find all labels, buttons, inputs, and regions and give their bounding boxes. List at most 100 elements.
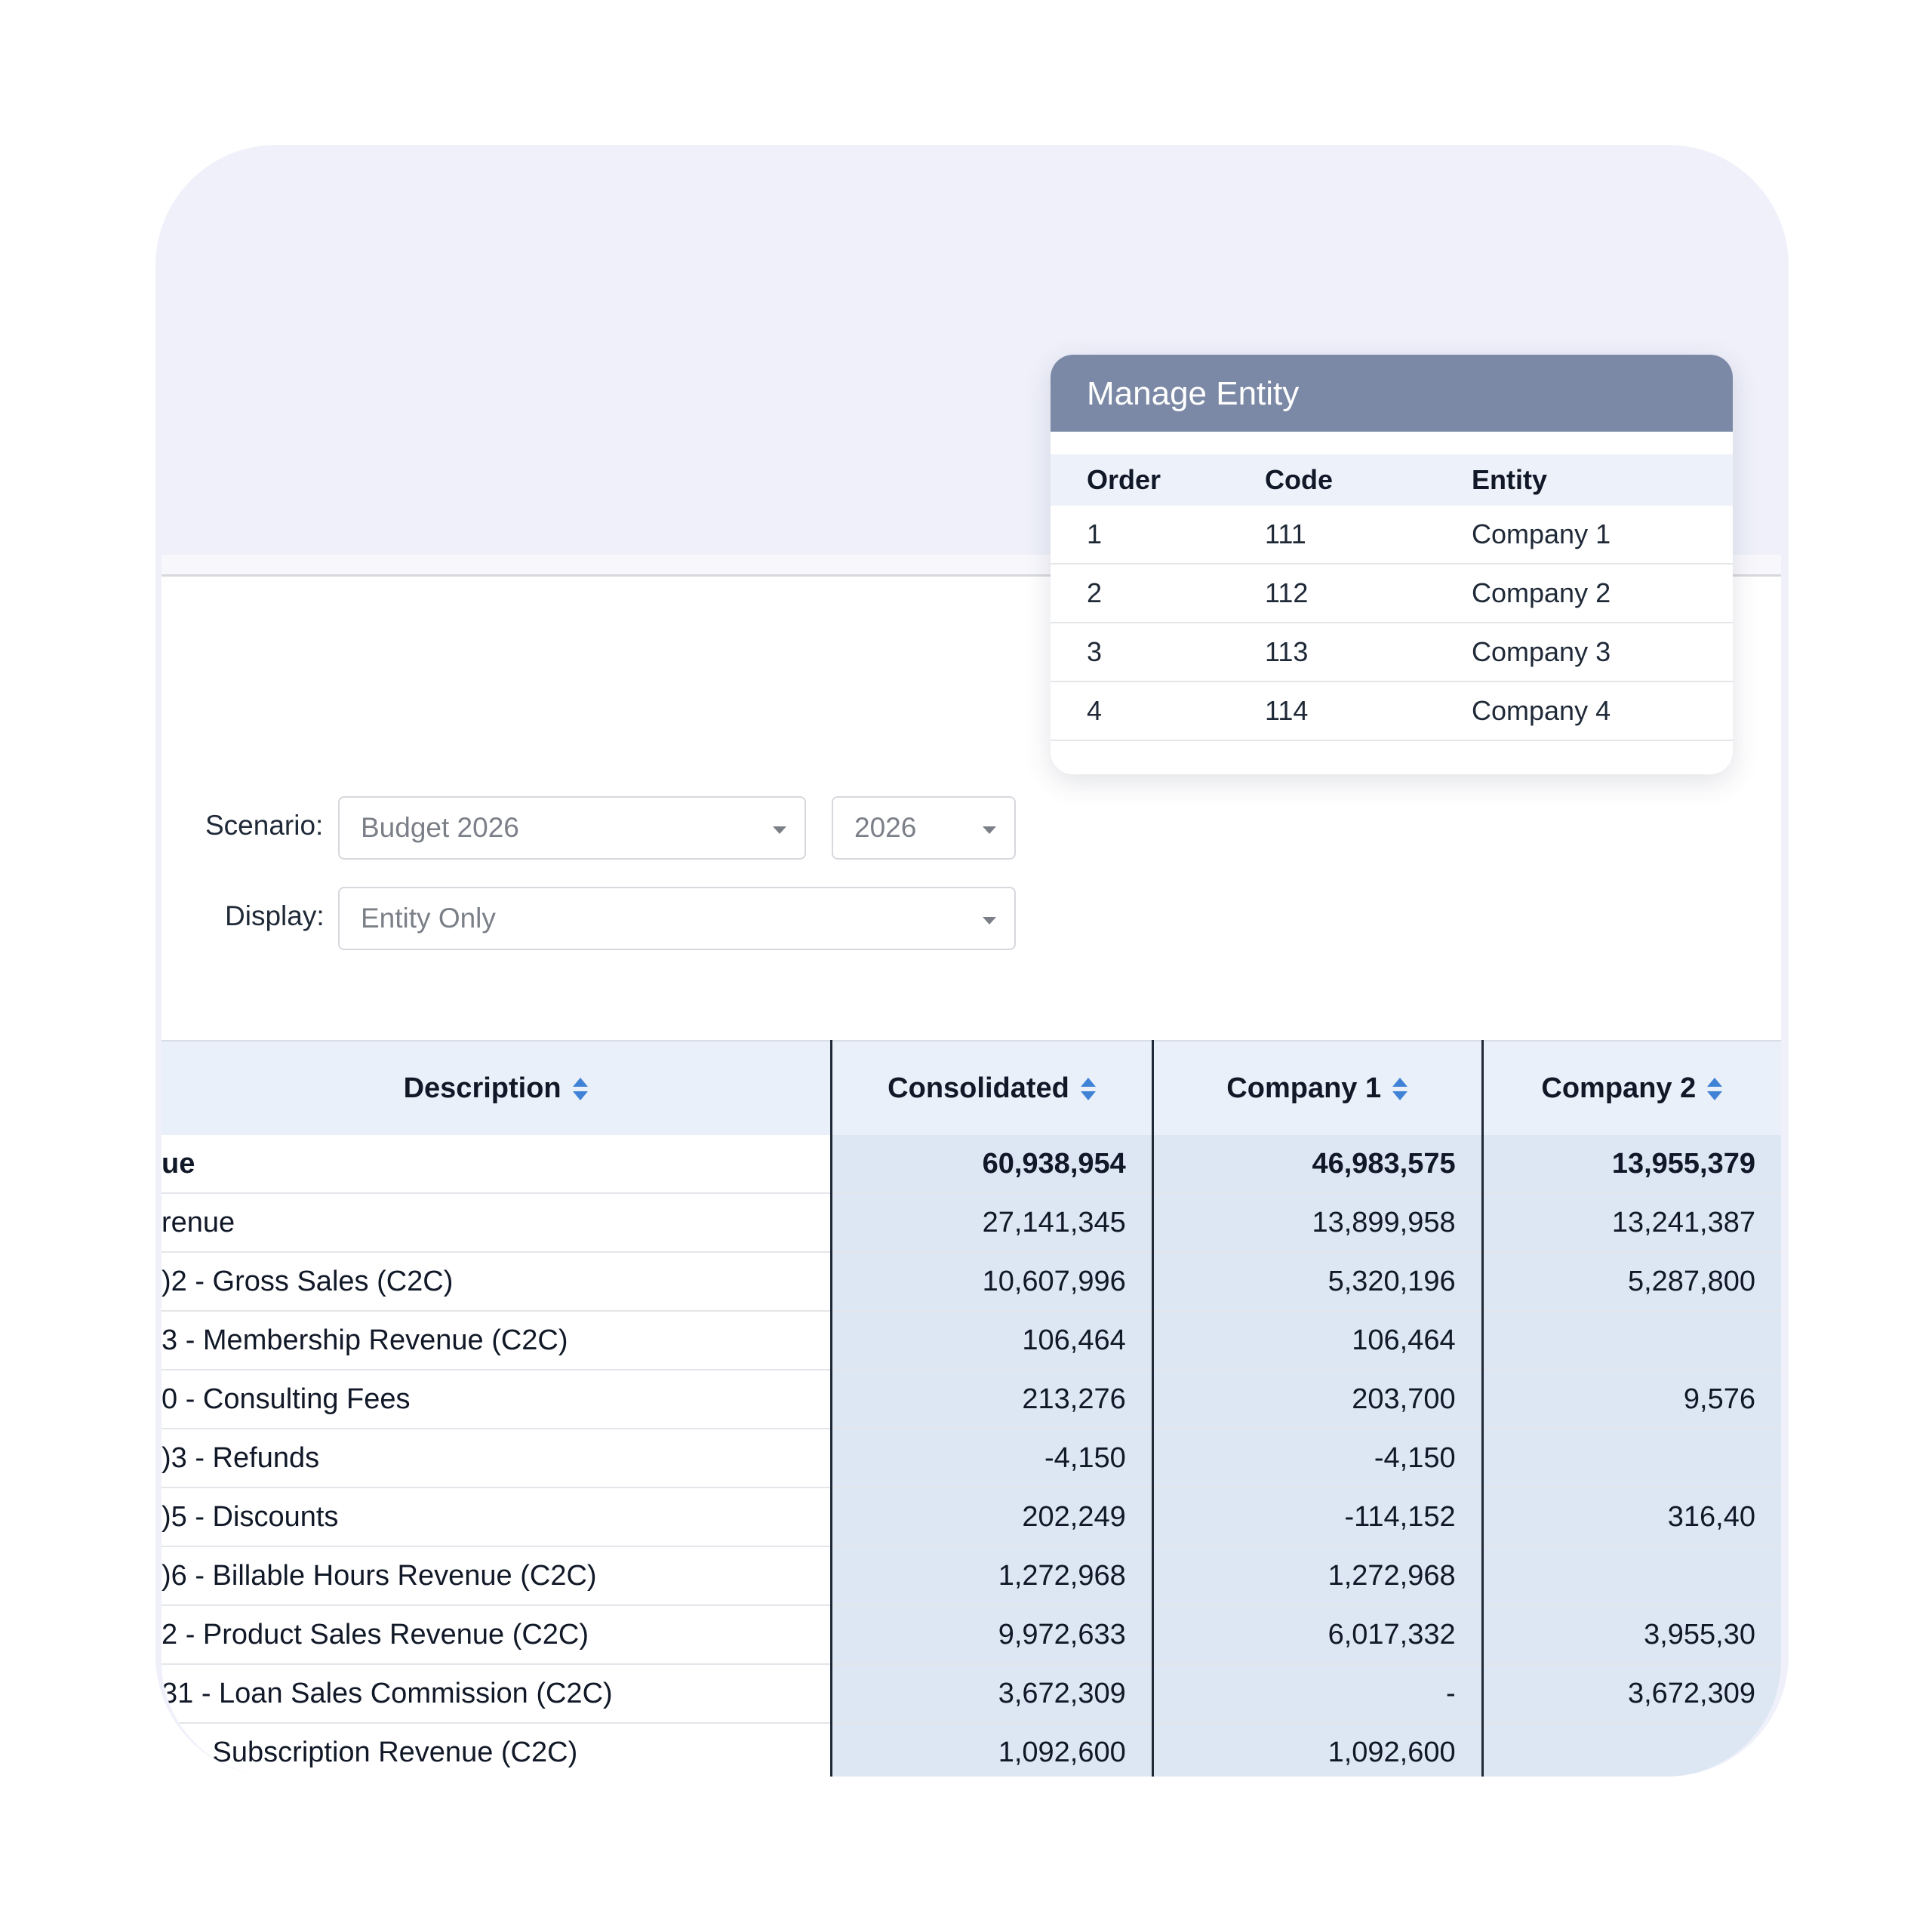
entity-table-header-row: Order Code Entity [1051, 454, 1733, 506]
entity-col-entity: Entity [1472, 454, 1733, 506]
chevron-down-icon [773, 826, 786, 834]
table-row[interactable]: )2 - Gross Sales (C2C) 10,607,996 5,320,19… [162, 1252, 1781, 1312]
scenario-label: Scenario: [205, 810, 324, 841]
row-company1-value: 1,272,968 [1151, 1546, 1483, 1606]
row-company1-value: -4,150 [1151, 1429, 1483, 1488]
table-row[interactable]: )3 - Refunds -4,150 -4,150 [162, 1429, 1781, 1488]
entity-order: 1 [1051, 506, 1265, 565]
scenario-select[interactable]: Budget 2026 [338, 796, 806, 860]
row-consolidated-value: 1,272,968 [830, 1546, 1153, 1606]
row-company1-value: 5,320,196 [1151, 1252, 1483, 1312]
row-consolidated-value: 1,092,600 [830, 1723, 1153, 1777]
manage-entity-modal: Manage Entity Order Code Entity 1 111 Comp… [1051, 355, 1733, 774]
col-header-label: Description [403, 1072, 561, 1104]
row-company2-value [1481, 1546, 1781, 1606]
entity-name: Company 1 [1472, 506, 1733, 565]
display-select[interactable]: Entity Only [338, 887, 1016, 950]
year-select[interactable]: 2026 [832, 796, 1016, 860]
row-consolidated-value: 106,464 [830, 1311, 1153, 1371]
row-description: )9 - Subscription Revenue (C2C) [162, 1723, 832, 1777]
entity-row[interactable]: 2 112 Company 2 [1051, 564, 1733, 623]
col-description-header[interactable]: Description [162, 1040, 832, 1135]
entity-name: Company 3 [1472, 623, 1733, 682]
table-header-row: Description Consolidated Company 1 Compa… [162, 1040, 1781, 1135]
table-row[interactable]: 3 - Membership Revenue (C2C) 106,464 106,4… [162, 1311, 1781, 1371]
row-description: )5 - Discounts [162, 1487, 832, 1547]
chevron-down-icon [983, 826, 996, 834]
col-consolidated-header[interactable]: Consolidated [830, 1040, 1153, 1135]
sort-icon[interactable] [1392, 1077, 1408, 1101]
table-row[interactable]: )6 - Billable Hours Revenue (C2C) 1,272,9… [162, 1546, 1781, 1606]
col-header-label: Consolidated [888, 1072, 1069, 1104]
row-consolidated-value: -4,150 [830, 1429, 1153, 1488]
sort-icon[interactable] [1706, 1077, 1723, 1101]
year-select-value: 2026 [854, 812, 917, 843]
row-description: ue [162, 1135, 832, 1194]
report-table: Description Consolidated Company 1 Compa… [162, 1040, 1781, 1777]
entity-code: 114 [1265, 681, 1472, 741]
entity-col-code: Code [1265, 454, 1472, 506]
entity-order: 2 [1051, 564, 1265, 623]
row-consolidated-value: 3,672,309 [830, 1664, 1153, 1724]
row-company1-value: 1,092,600 [1151, 1723, 1483, 1777]
entity-code: 112 [1265, 564, 1472, 623]
table-row[interactable]: 31 - Loan Sales Commission (C2C) 3,672,30… [162, 1664, 1781, 1724]
row-description: 31 - Loan Sales Commission (C2C) [162, 1664, 832, 1724]
entity-row[interactable]: 3 113 Company 3 [1051, 623, 1733, 682]
entity-row[interactable]: 4 114 Company 4 [1051, 681, 1733, 741]
row-consolidated-value: 60,938,954 [830, 1135, 1153, 1194]
entity-table: Order Code Entity 1 111 Company 1 2 112 Compa… [1051, 454, 1733, 741]
entity-code: 111 [1265, 506, 1472, 565]
row-company2-value: 3,955,30 [1481, 1605, 1781, 1665]
chevron-down-icon [983, 917, 996, 924]
entity-order: 4 [1051, 681, 1265, 741]
row-consolidated-value: 202,249 [830, 1487, 1153, 1547]
entity-row[interactable]: 1 111 Company 1 [1051, 506, 1733, 565]
table-row[interactable]: )5 - Discounts 202,249 -114,152 316,40 [162, 1487, 1781, 1547]
col-company2-header[interactable]: Company 2 [1481, 1040, 1781, 1135]
display-label: Display: [225, 900, 325, 931]
row-company2-value [1481, 1429, 1781, 1488]
row-company2-value [1481, 1723, 1781, 1777]
table-row[interactable]: 0 - Consulting Fees 213,276 203,700 9,576 [162, 1370, 1781, 1429]
row-company2-value [1481, 1311, 1781, 1371]
table-row[interactable]: renue 27,141,345 13,899,958 13,241,387 [162, 1193, 1781, 1253]
row-company2-value: 5,287,800 [1481, 1252, 1781, 1312]
row-company1-value: 106,464 [1151, 1311, 1483, 1371]
entity-order: 3 [1051, 623, 1265, 682]
modal-header: Manage Entity [1051, 355, 1733, 432]
sort-icon[interactable] [572, 1077, 589, 1101]
row-company2-value: 13,955,379 [1481, 1135, 1781, 1194]
row-consolidated-value: 10,607,996 [830, 1252, 1153, 1312]
row-company2-value: 3,672,309 [1481, 1664, 1781, 1724]
row-description: 2 - Product Sales Revenue (C2C) [162, 1605, 832, 1665]
entity-code: 113 [1265, 623, 1472, 682]
entity-name: Company 2 [1472, 564, 1733, 623]
row-company1-value: 6,017,332 [1151, 1605, 1483, 1665]
table-row[interactable]: )9 - Subscription Revenue (C2C) 1,092,600… [162, 1723, 1781, 1777]
row-consolidated-value: 9,972,633 [830, 1605, 1153, 1665]
entity-name: Company 4 [1472, 681, 1733, 741]
row-company1-value: 46,983,575 [1151, 1135, 1483, 1194]
display-select-value: Entity Only [361, 903, 496, 934]
row-company1-value: -114,152 [1151, 1487, 1483, 1547]
row-company2-value: 9,576 [1481, 1370, 1781, 1429]
row-description: 0 - Consulting Fees [162, 1370, 832, 1429]
col-company1-header[interactable]: Company 1 [1151, 1040, 1483, 1135]
sort-icon[interactable] [1080, 1077, 1097, 1101]
modal-title: Manage Entity [1087, 375, 1300, 412]
table-row[interactable]: ue 60,938,954 46,983,575 13,955,379 [162, 1135, 1781, 1194]
row-company2-value: 13,241,387 [1481, 1193, 1781, 1253]
row-company2-value: 316,40 [1481, 1487, 1781, 1547]
row-description: 3 - Membership Revenue (C2C) [162, 1311, 832, 1371]
row-company1-value: - [1151, 1664, 1483, 1724]
row-description: )2 - Gross Sales (C2C) [162, 1252, 832, 1312]
row-description: )6 - Billable Hours Revenue (C2C) [162, 1546, 832, 1606]
col-header-label: Company 2 [1541, 1072, 1697, 1104]
row-company1-value: 203,700 [1151, 1370, 1483, 1429]
row-consolidated-value: 27,141,345 [830, 1193, 1153, 1253]
row-company1-value: 13,899,958 [1151, 1193, 1483, 1253]
col-header-label: Company 1 [1226, 1072, 1382, 1104]
row-description: )3 - Refunds [162, 1429, 832, 1488]
table-row[interactable]: 2 - Product Sales Revenue (C2C) 9,972,633… [162, 1605, 1781, 1665]
